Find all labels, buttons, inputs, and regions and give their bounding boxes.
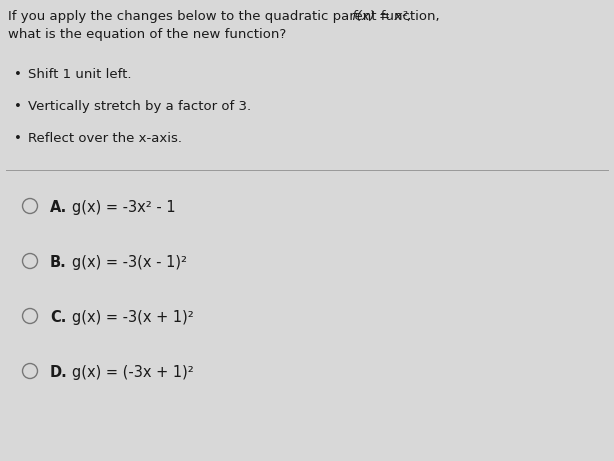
Text: •: • (14, 100, 22, 113)
Text: If you apply the changes below to the quadratic parent function,: If you apply the changes below to the qu… (8, 10, 444, 23)
Text: Reflect over the x-axis.: Reflect over the x-axis. (28, 132, 182, 145)
Text: A.: A. (50, 200, 68, 215)
Text: •: • (14, 68, 22, 81)
Text: g(x) = (-3x + 1)²: g(x) = (-3x + 1)² (72, 365, 194, 380)
Text: B.: B. (50, 255, 67, 270)
Text: Shift 1 unit left.: Shift 1 unit left. (28, 68, 131, 81)
Text: what is the equation of the new function?: what is the equation of the new function… (8, 28, 286, 41)
Text: Vertically stretch by a factor of 3.: Vertically stretch by a factor of 3. (28, 100, 251, 113)
Text: •: • (14, 132, 22, 145)
Text: g(x) = -3(x - 1)²: g(x) = -3(x - 1)² (72, 255, 187, 270)
Text: C.: C. (50, 310, 66, 325)
Text: g(x) = -3x² - 1: g(x) = -3x² - 1 (72, 200, 176, 215)
Text: D.: D. (50, 365, 68, 380)
Text: g(x) = -3(x + 1)²: g(x) = -3(x + 1)² (72, 310, 194, 325)
Text: f(x) = x²,: f(x) = x², (352, 10, 412, 23)
